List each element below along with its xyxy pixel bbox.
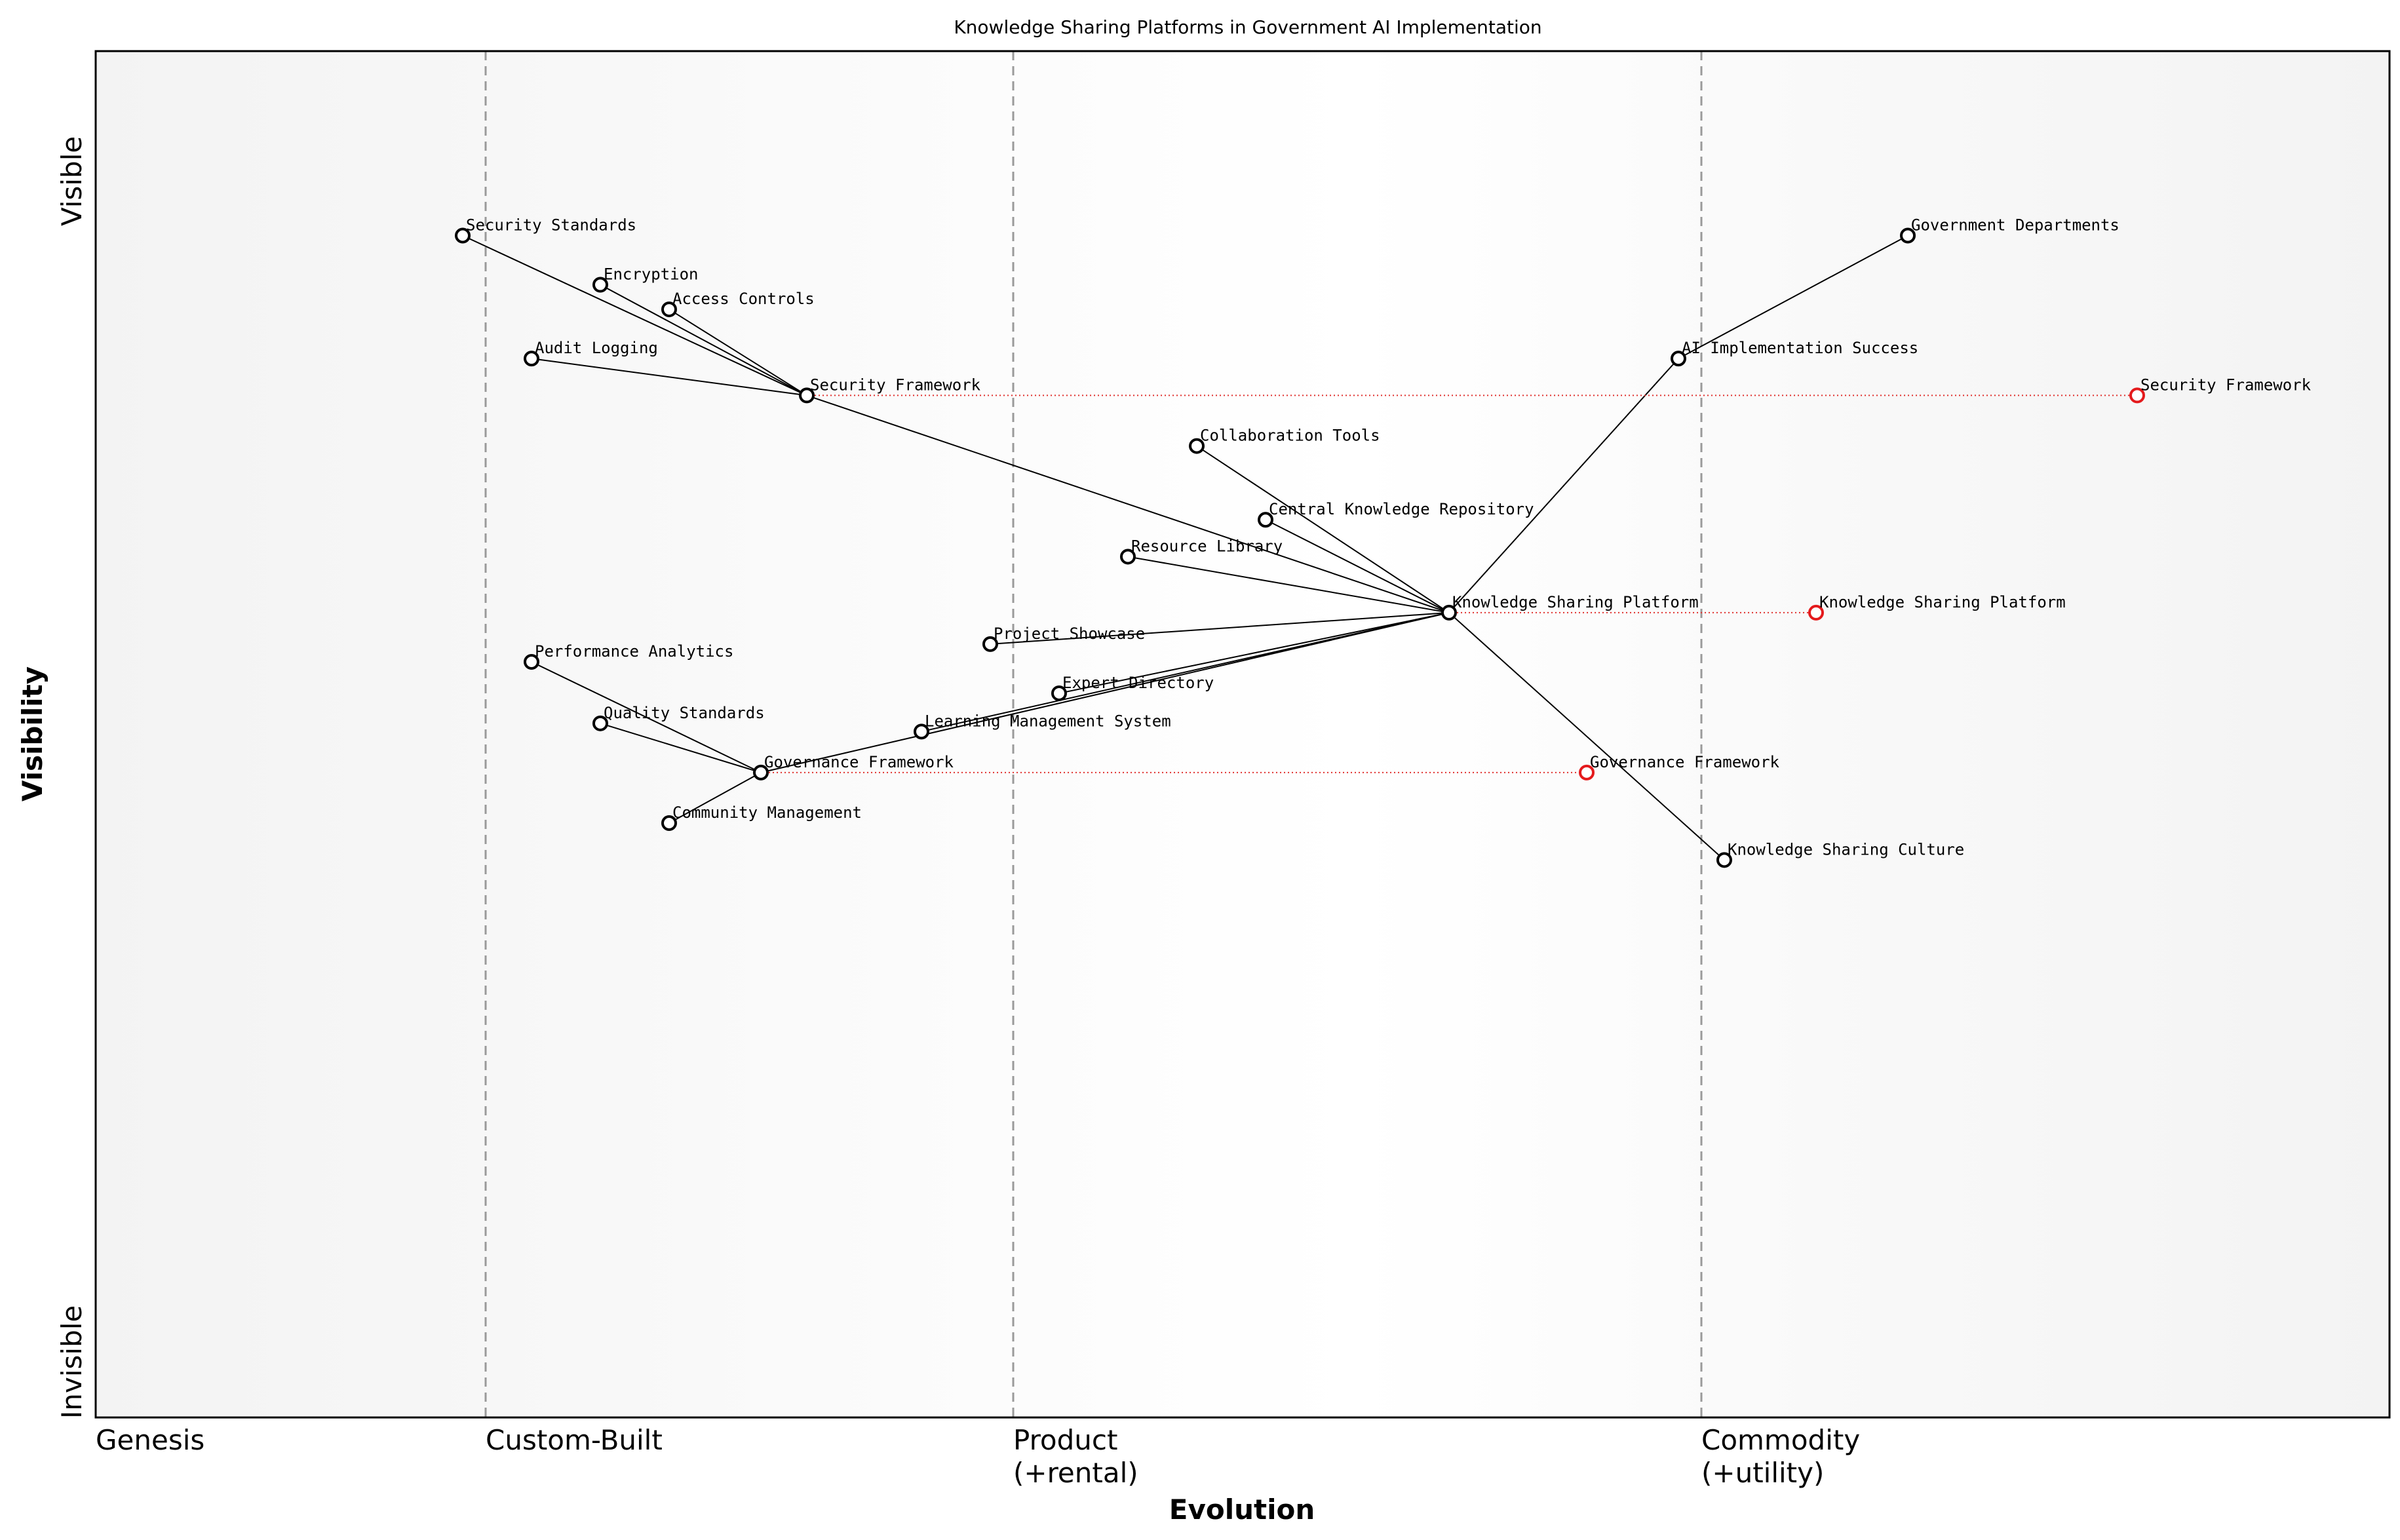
stage-sublabel-commodity: (+utility) xyxy=(1701,1457,1824,1489)
project-showcase-node[interactable] xyxy=(982,636,998,652)
link-knowledge-sharing-platform-to-knowledge-sharing-culture xyxy=(1448,612,1725,861)
quality-standards-node[interactable] xyxy=(592,715,608,731)
plot-background xyxy=(96,51,2390,1417)
link-governance-framework-to-community-management xyxy=(668,772,762,824)
community-management-node[interactable] xyxy=(661,815,677,832)
performance-analytics-node[interactable] xyxy=(524,653,539,670)
link-governance-framework-to-performance-analytics xyxy=(531,661,762,773)
resource-library-node[interactable] xyxy=(1120,549,1136,565)
stage-label-genesis: Genesis xyxy=(96,1424,204,1456)
government-departments-label: Government Departments xyxy=(1911,216,2119,234)
collaboration-tools-label: Collaboration Tools xyxy=(1200,427,1380,445)
quality-standards-label: Quality Standards xyxy=(604,704,765,722)
stage-label-product: Product xyxy=(1013,1424,1117,1456)
x-axis-title: Evolution xyxy=(1169,1493,1315,1526)
link-security-framework-to-encryption xyxy=(600,284,807,396)
visibility-bottom-label: Invisible xyxy=(56,1305,88,1419)
central-knowledge-repository-node[interactable] xyxy=(1258,512,1273,528)
knowledge-sharing-platform-evolved-node[interactable] xyxy=(1808,604,1824,621)
link-security-framework-to-access-controls xyxy=(668,309,807,396)
security-framework-label: Security Framework xyxy=(810,375,981,394)
performance-analytics-label: Performance Analytics xyxy=(535,642,733,661)
security-framework-node[interactable] xyxy=(799,387,815,404)
link-governance-framework-to-quality-standards xyxy=(600,722,762,773)
plot-frame xyxy=(94,50,2391,1419)
encryption-label: Encryption xyxy=(604,265,699,284)
components: Security Standards Encryption Access Contr… xyxy=(455,216,2312,868)
stage-labels: Genesis Custom-Built Product(+rental) Commo… xyxy=(96,1424,1860,1489)
learning-management-system-node[interactable] xyxy=(914,723,929,740)
knowledge-sharing-culture-label: Knowledge Sharing Culture xyxy=(1728,840,1964,858)
link-security-framework-to-security-standards xyxy=(462,235,807,396)
stage-sublabel-product: (+rental) xyxy=(1013,1457,1138,1489)
community-management-label: Community Management xyxy=(672,803,862,822)
expert-directory-node[interactable] xyxy=(1051,685,1067,701)
knowledge-sharing-platform-node[interactable] xyxy=(1441,604,1457,621)
central-knowledge-repository-label: Central Knowledge Repository xyxy=(1269,500,1534,518)
ai-implementation-success-node[interactable] xyxy=(1671,351,1686,367)
collaboration-tools-node[interactable] xyxy=(1189,438,1205,454)
access-controls-label: Access Controls xyxy=(672,290,815,308)
governance-framework-label: Governance Framework xyxy=(764,753,954,771)
visibility-top-label: Visible xyxy=(56,136,88,226)
dependency-links xyxy=(462,235,1908,861)
ai-implementation-success-label: AI Implementation Success xyxy=(1682,339,1918,357)
evolution-links xyxy=(761,395,2137,773)
stage-dividers xyxy=(484,51,1703,1417)
link-ai-implementation-success-to-knowledge-sharing-platform xyxy=(1448,358,1679,613)
governance-framework-node[interactable] xyxy=(753,764,769,780)
audit-logging-node[interactable] xyxy=(524,351,539,367)
link-knowledge-sharing-platform-to-governance-framework xyxy=(760,611,1450,773)
project-showcase-label: Project Showcase xyxy=(994,625,1145,643)
knowledge-sharing-platform-evolved-label: Knowledge Sharing Platform xyxy=(1819,593,2066,611)
expert-directory-label: Expert Directory xyxy=(1062,674,1214,692)
security-standards-node[interactable] xyxy=(455,227,471,244)
governance-framework-evolved-label: Governance Framework xyxy=(1590,753,1780,771)
government-departments-node[interactable] xyxy=(1900,227,1916,244)
security-standards-label: Security Standards xyxy=(466,216,636,234)
link-security-framework-to-audit-logging xyxy=(531,358,807,396)
map-title: Knowledge Sharing Platforms in Governmen… xyxy=(954,16,1541,38)
stage-label-commodity: Commodity xyxy=(1701,1424,1860,1456)
security-framework-evolved-node[interactable] xyxy=(2129,387,2145,404)
learning-management-system-label: Learning Management System xyxy=(925,712,1171,730)
link-knowledge-sharing-platform-to-collaboration-tools xyxy=(1196,445,1450,613)
knowledge-sharing-platform-label: Knowledge Sharing Platform xyxy=(1452,593,1699,611)
y-axis-title: Visibility xyxy=(16,666,48,801)
resource-library-label: Resource Library xyxy=(1131,537,1283,555)
link-government-departments-to-ai-implementation-success xyxy=(1678,235,1908,360)
access-controls-node[interactable] xyxy=(661,301,677,318)
link-knowledge-sharing-platform-to-project-showcase xyxy=(990,611,1450,645)
stage-label-custom: Custom-Built xyxy=(486,1424,663,1456)
link-knowledge-sharing-platform-to-resource-library xyxy=(1127,556,1450,613)
audit-logging-label: Audit Logging xyxy=(535,339,658,357)
link-knowledge-sharing-platform-to-central-knowledge-repository xyxy=(1265,519,1450,613)
link-knowledge-sharing-platform-to-security-framework xyxy=(806,395,1450,613)
link-knowledge-sharing-platform-to-expert-directory xyxy=(1058,611,1450,694)
governance-framework-evolved-node[interactable] xyxy=(1579,764,1595,780)
security-framework-evolved-label: Security Framework xyxy=(2140,375,2312,394)
encryption-node[interactable] xyxy=(592,277,608,293)
knowledge-sharing-culture-node[interactable] xyxy=(1716,852,1732,868)
